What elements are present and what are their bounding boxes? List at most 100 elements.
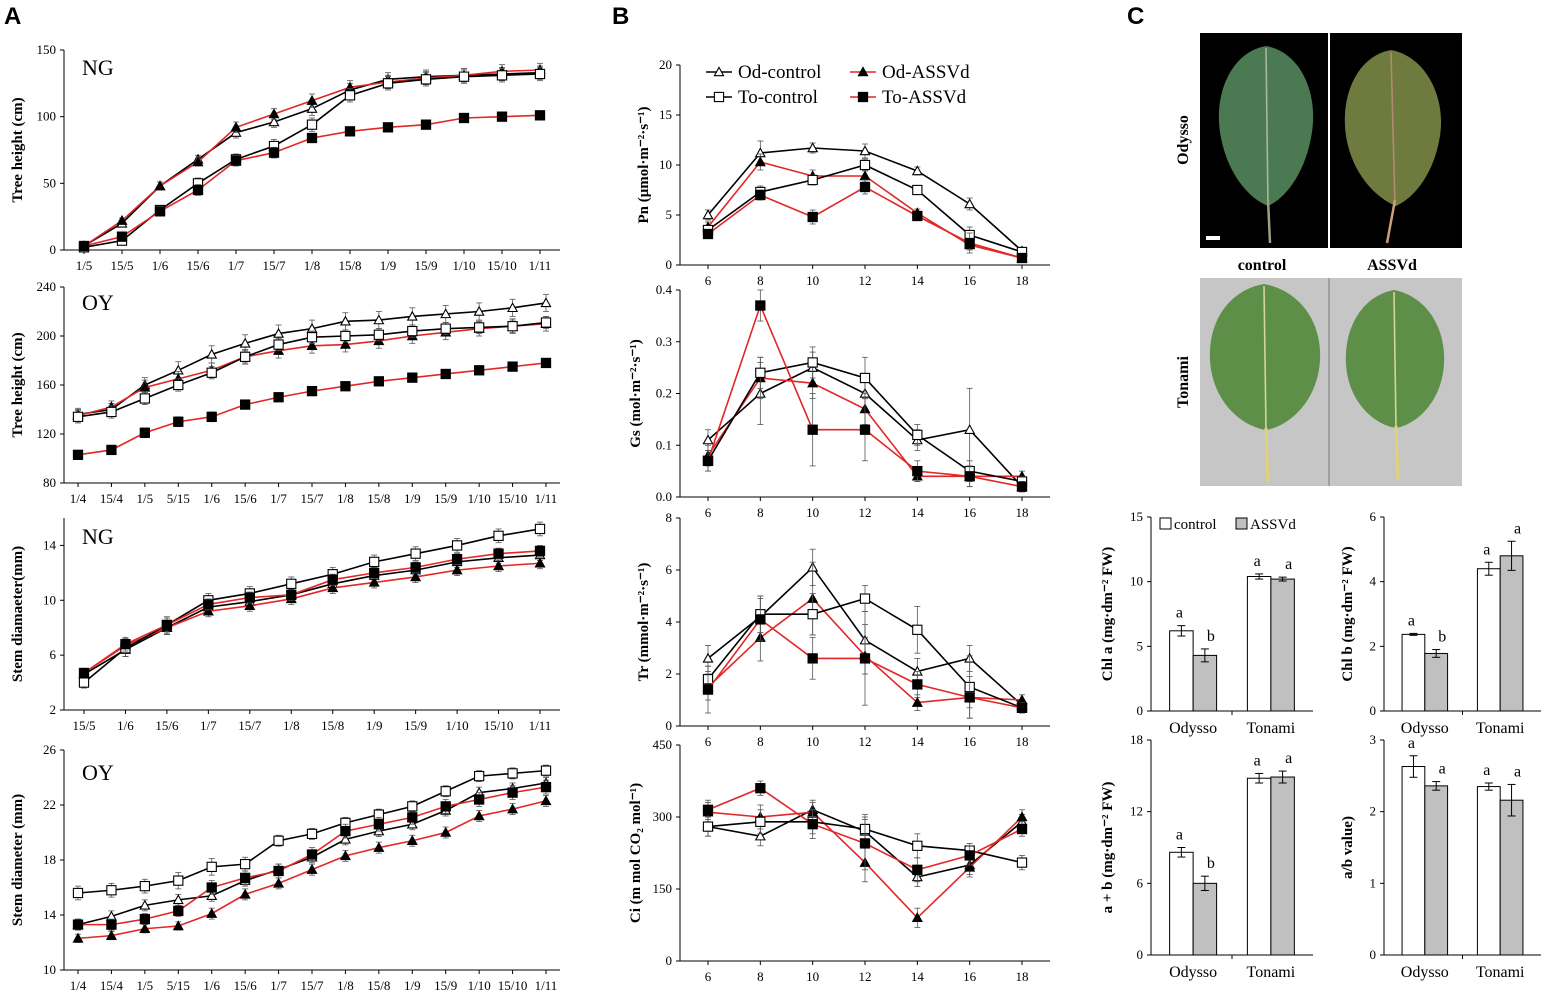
y-tick-label: 0 [1370, 947, 1377, 962]
data-point [496, 70, 508, 81]
data-point [327, 582, 339, 593]
x-tick-label: 6 [705, 734, 712, 749]
x-tick-label: 15/9 [414, 258, 437, 273]
data-point [339, 833, 351, 844]
bar [1169, 851, 1194, 956]
legend-label: control [1174, 517, 1217, 533]
significance-letter: a [1514, 520, 1521, 537]
bar [1192, 882, 1218, 956]
chart-A-OY-diameter: 10 14 18 22 26 1/4 15/4 1/5 5/15 1/6 15/6 1/7 15/7 1/… [10, 742, 560, 993]
series-line [77, 362, 547, 456]
x-tick-label: 1/11 [535, 978, 558, 993]
x-tick-label: 1/9 [380, 258, 397, 273]
data-point [755, 367, 766, 378]
y-tick-label: 10 [659, 157, 672, 172]
chart-A-NG-diameter: 2 6 10 14 15/5 1/6 15/6 1/7 15/7 1/8 15/8 1/9 15/9 1/… [10, 518, 560, 733]
data-point [239, 858, 251, 870]
photo-label-odysso: Odysso [1175, 115, 1192, 165]
data-point [493, 548, 504, 559]
data-point [239, 888, 251, 899]
data-point [964, 692, 975, 703]
data-point [807, 819, 818, 830]
data-point [702, 821, 714, 832]
data-point [373, 314, 385, 325]
x-tick-label: 15/6 [155, 718, 179, 733]
data-point [239, 351, 251, 362]
x-tick-label: 8 [757, 969, 764, 984]
data-point [172, 894, 184, 905]
x-tick-label: 15/9 [434, 978, 457, 993]
category-label: Tonami [1476, 964, 1525, 981]
data-point [1016, 823, 1028, 835]
y-tick-label: 0.3 [656, 334, 672, 349]
data-point [273, 835, 284, 846]
data-point [540, 781, 552, 793]
data-point [807, 653, 818, 664]
series-Od-control [78, 65, 546, 251]
data-point [382, 78, 394, 89]
x-tick-label: 16 [963, 734, 977, 749]
data-point [373, 376, 385, 387]
x-tick-label: 5/15 [167, 978, 190, 993]
y-tick-label: 5 [1137, 638, 1144, 653]
y-tick-label: 0 [50, 242, 57, 257]
data-point [407, 801, 418, 812]
data-point [154, 180, 166, 191]
leaf-tonami-control [1209, 284, 1321, 483]
data-point [807, 142, 819, 153]
x-tick-label: 1/5 [76, 258, 93, 273]
data-point [106, 885, 117, 896]
data-point [206, 861, 217, 873]
x-tick-label: 1/11 [529, 718, 552, 733]
x-tick-label: 16 [963, 273, 977, 288]
significance-letter: a [1408, 735, 1415, 752]
y-tick-label: 12 [1130, 804, 1143, 819]
data-point [440, 786, 451, 797]
data-point [230, 155, 242, 166]
data-point [410, 562, 421, 573]
x-tick-label: 8 [757, 734, 764, 749]
y-tick-label: 6 [1137, 875, 1144, 890]
x-tick-label: 10 [806, 505, 819, 520]
y-tick-label: 150 [37, 42, 57, 57]
data-point [327, 574, 338, 585]
data-point [754, 156, 766, 167]
series-To-ASSVd [702, 289, 1028, 493]
x-tick-label: 15/7 [300, 491, 324, 506]
x-tick-label: 15/4 [100, 491, 124, 506]
data-point [286, 589, 297, 600]
y-tick-label: 0 [666, 718, 673, 733]
data-point [507, 321, 518, 332]
data-point [72, 449, 84, 460]
data-point [702, 228, 714, 240]
x-tick-label: 1/11 [529, 258, 552, 273]
data-point [202, 605, 214, 616]
inset-label: NG [82, 55, 114, 80]
x-tick-label: 6 [705, 505, 712, 520]
y-tick-label: 6 [1370, 509, 1377, 524]
data-point [273, 339, 284, 350]
data-point [755, 300, 766, 311]
x-tick-label: 18 [1016, 505, 1029, 520]
data-point [440, 308, 452, 319]
data-point [420, 74, 432, 85]
data-point [702, 434, 714, 445]
y-tick-label: 14 [43, 907, 57, 922]
series-line [83, 550, 541, 674]
x-tick-label: 15/10 [484, 718, 514, 733]
legend: control ASSVd [1159, 517, 1296, 533]
data-point [382, 122, 394, 133]
x-tick-label: 1/7 [228, 258, 245, 273]
data-point [473, 770, 485, 782]
data-point [540, 317, 552, 328]
data-point [1016, 481, 1028, 492]
y-tick-label: 15 [659, 107, 672, 122]
data-point [702, 455, 714, 466]
data-point [268, 147, 280, 158]
significance-letter: a [1176, 605, 1183, 622]
x-tick-label: 1/7 [270, 491, 287, 506]
inset-label: OY [82, 290, 114, 315]
data-point [540, 765, 552, 776]
x-tick-label: 15/6 [234, 978, 258, 993]
